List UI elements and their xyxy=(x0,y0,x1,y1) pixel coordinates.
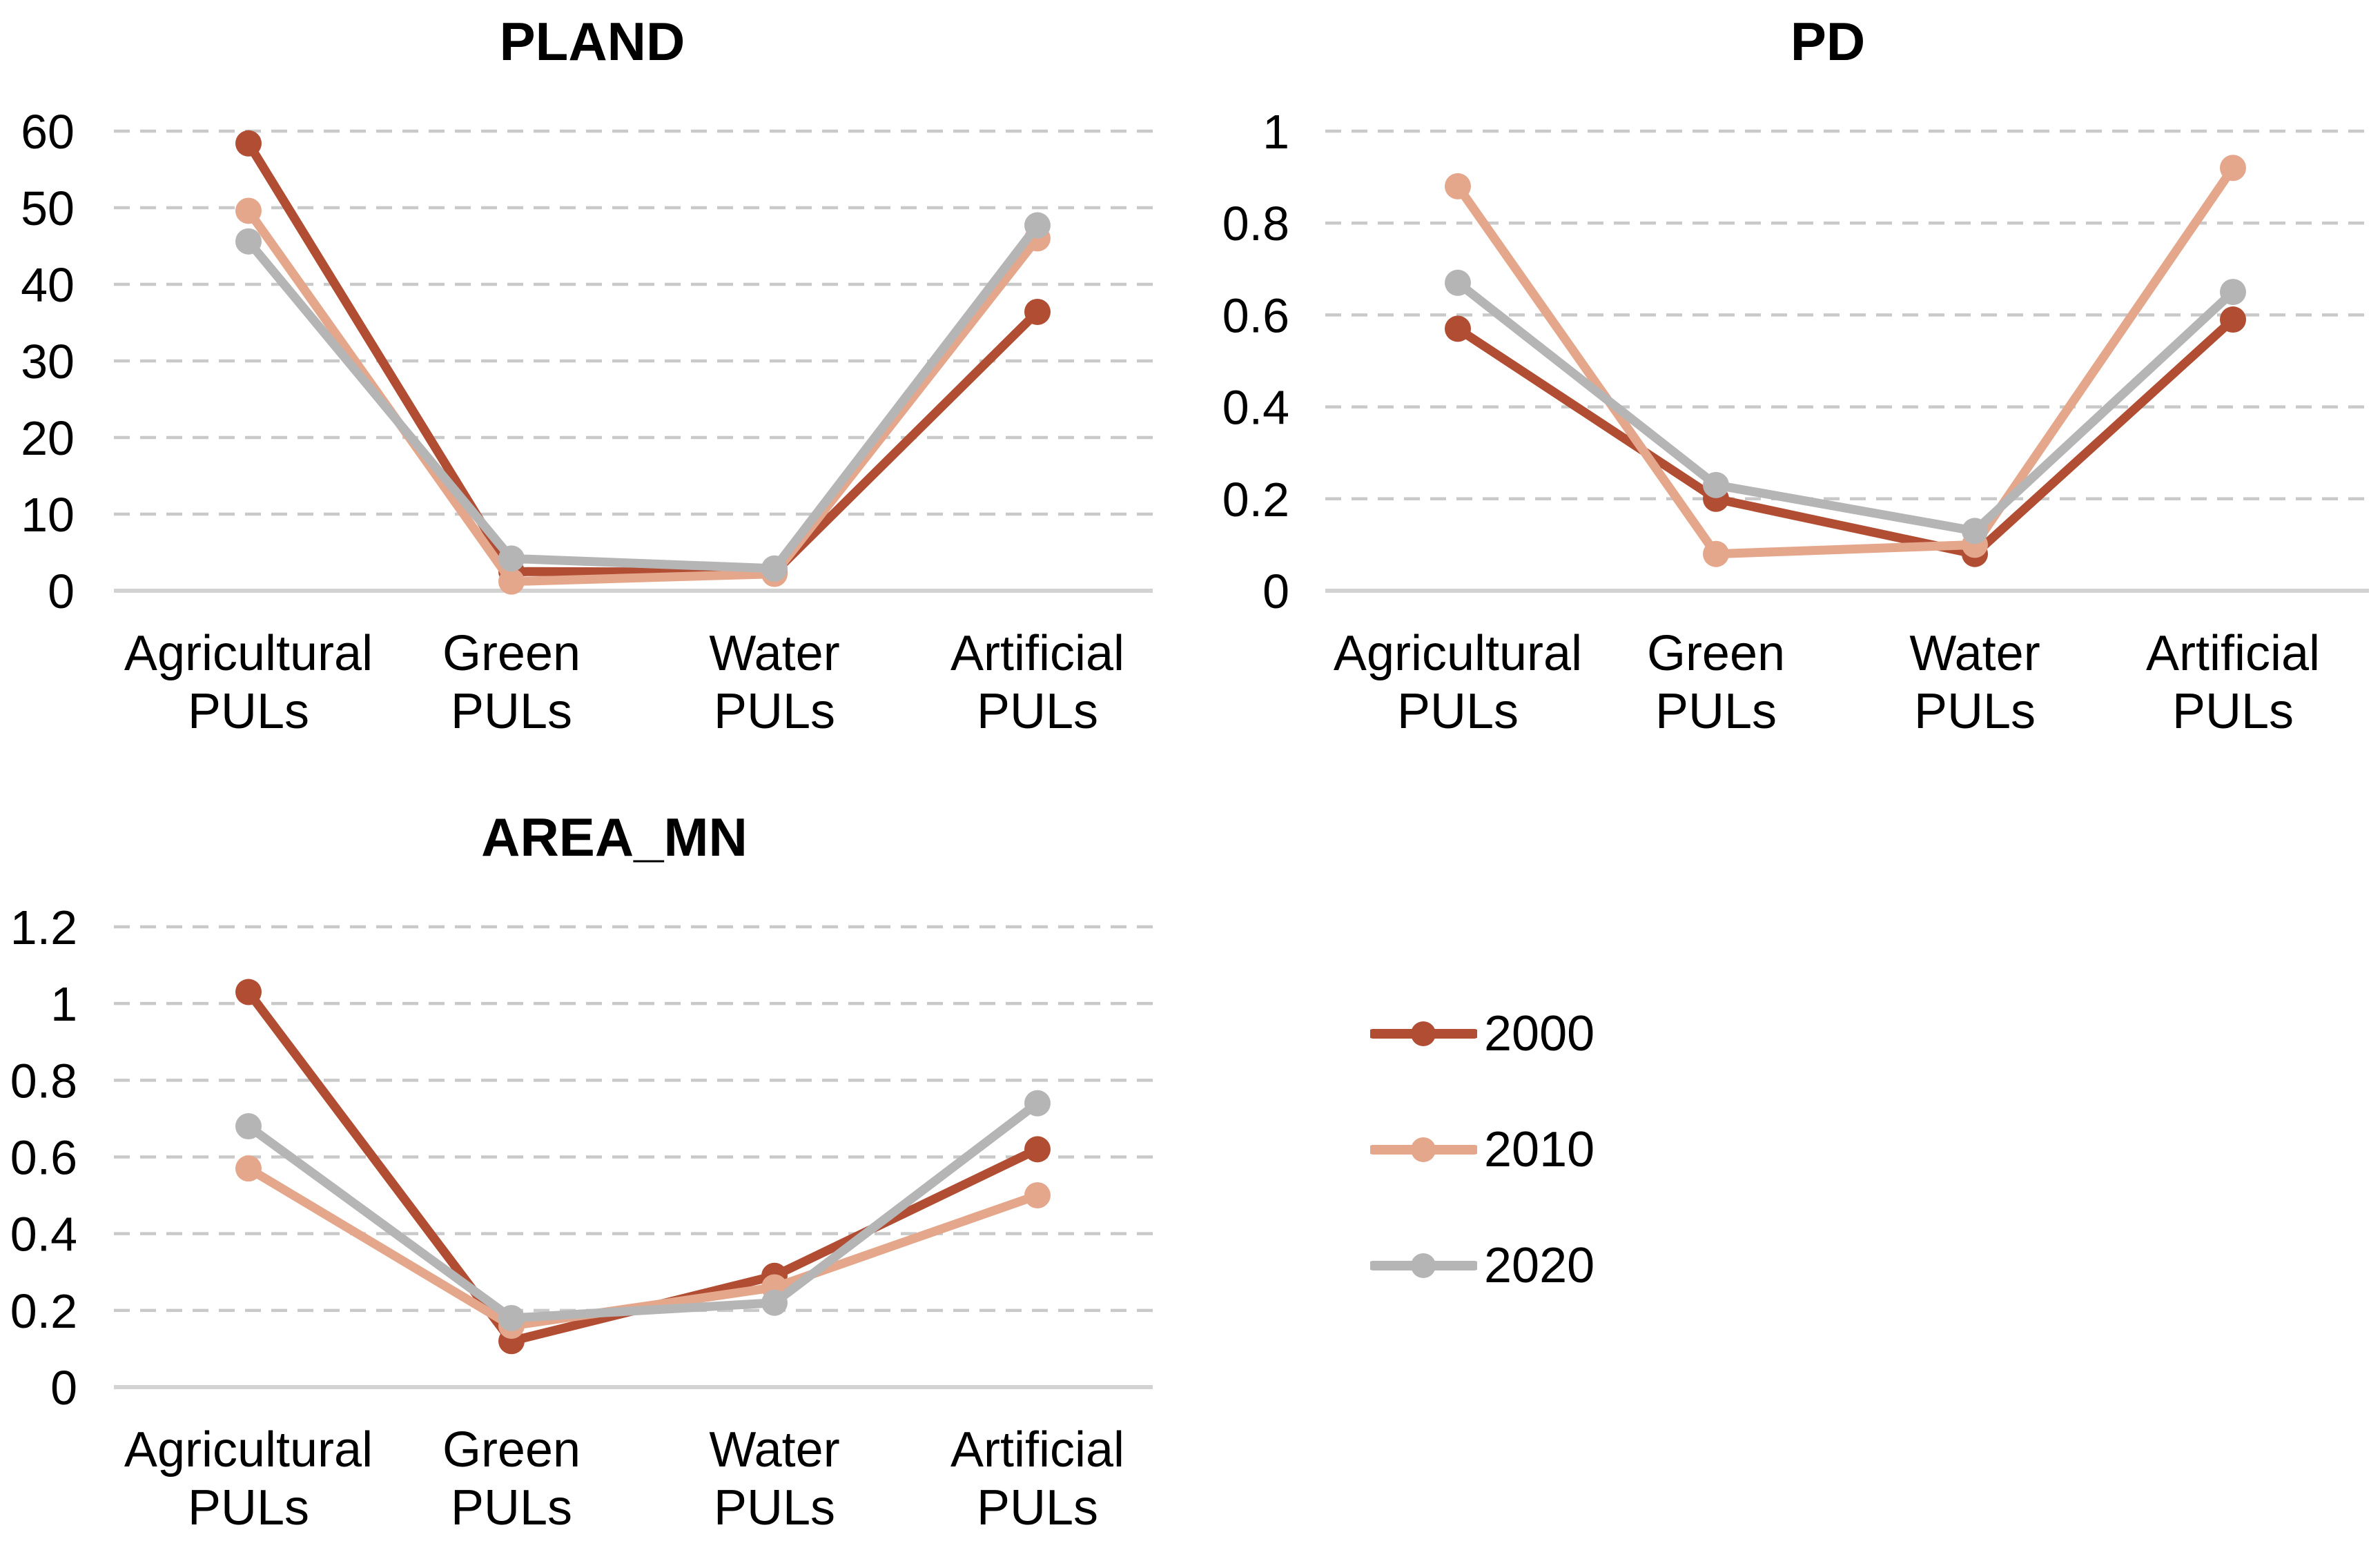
chart-pd: 00.20.40.60.81AgriculturalPULsGreenPULsW… xyxy=(1222,11,2369,739)
category-label-line2: PULs xyxy=(451,684,572,739)
y-tick-label: 40 xyxy=(21,258,75,312)
category-label-line1: Artificial xyxy=(950,1422,1124,1478)
data-point-2020 xyxy=(761,555,788,582)
y-tick-label: 1 xyxy=(1262,105,1289,159)
y-tick-label: 0 xyxy=(48,565,75,618)
legend: 2000 2010 2020 xyxy=(1370,1006,1594,1354)
chart-title: PD xyxy=(1791,11,1865,72)
y-tick-label: 1 xyxy=(50,977,77,1031)
y-tick-label: 0.2 xyxy=(1222,473,1289,527)
legend-marker-2000-icon xyxy=(1370,1021,1477,1046)
category-label-line2: PULs xyxy=(714,684,835,739)
category-label-line1: Agricultural xyxy=(124,1422,373,1478)
data-point-2020 xyxy=(1024,1090,1051,1117)
category-label-line2: PULs xyxy=(1914,684,2036,739)
y-tick-label: 0.2 xyxy=(10,1284,77,1338)
data-point-2020 xyxy=(1024,212,1051,239)
category-label-line2: PULs xyxy=(188,684,309,739)
legend-item-2000: 2000 xyxy=(1370,1006,1594,1061)
data-point-2000 xyxy=(1024,1136,1051,1163)
data-point-2000 xyxy=(235,979,262,1005)
data-point-2020 xyxy=(1445,269,1471,296)
y-tick-label: 0.8 xyxy=(1222,197,1289,251)
data-point-2020 xyxy=(498,1304,525,1331)
category-label-line1: Water xyxy=(1909,626,2040,681)
data-point-2000 xyxy=(2220,306,2246,333)
y-tick-label: 0.4 xyxy=(10,1208,77,1262)
legend-item-2020: 2020 xyxy=(1370,1238,1594,1293)
data-point-2000 xyxy=(1445,315,1471,342)
data-point-2020 xyxy=(235,1113,262,1140)
series-line-2020 xyxy=(1453,278,2238,536)
category-label-line1: Green xyxy=(442,1422,581,1478)
legend-label-2020: 2020 xyxy=(1484,1238,1595,1293)
legend-label-2010: 2010 xyxy=(1484,1122,1595,1177)
data-point-2020 xyxy=(1962,518,1988,544)
category-label-line2: PULs xyxy=(977,1480,1098,1535)
category-label-line1: Water xyxy=(709,1422,839,1478)
data-point-2020 xyxy=(2220,279,2246,306)
category-label-line1: Agricultural xyxy=(1334,626,1582,681)
data-point-2010 xyxy=(1445,173,1471,199)
chart-title: PLAND xyxy=(500,11,685,72)
y-tick-label: 30 xyxy=(21,335,75,389)
data-point-2010 xyxy=(2220,155,2246,181)
y-tick-label: 20 xyxy=(21,411,75,465)
series-line-2010 xyxy=(244,206,1042,587)
series-line-2000 xyxy=(1453,315,2238,559)
data-point-2010 xyxy=(235,1155,262,1182)
category-label-line1: Artificial xyxy=(2146,626,2320,681)
category-label-line2: PULs xyxy=(451,1480,572,1535)
data-point-2020 xyxy=(761,1289,788,1316)
category-label-line2: PULs xyxy=(2172,684,2294,739)
y-tick-label: 0.8 xyxy=(10,1054,77,1108)
category-label-line1: Green xyxy=(442,626,581,681)
data-point-2020 xyxy=(498,545,525,572)
data-point-2010 xyxy=(498,568,525,595)
legend-marker-2020-icon xyxy=(1370,1253,1477,1278)
category-label-line2: PULs xyxy=(977,684,1098,739)
data-point-2010 xyxy=(1703,540,1729,567)
y-tick-label: 10 xyxy=(21,488,75,542)
series-line-2000 xyxy=(244,139,1042,577)
series-line-2000 xyxy=(244,987,1042,1346)
category-label-line2: PULs xyxy=(188,1480,309,1535)
legend-item-2010: 2010 xyxy=(1370,1122,1594,1177)
category-label-line2: PULs xyxy=(1655,684,1777,739)
legend-label-2000: 2000 xyxy=(1484,1006,1595,1061)
y-tick-label: 0.6 xyxy=(1222,288,1289,342)
data-point-2000 xyxy=(235,130,262,157)
category-label-line1: Agricultural xyxy=(124,626,373,681)
series-line-2020 xyxy=(244,221,1042,573)
data-point-2020 xyxy=(1703,471,1729,498)
category-label-line2: PULs xyxy=(714,1480,835,1535)
series-line-2020 xyxy=(244,1099,1042,1323)
chart-title: AREA_MN xyxy=(481,807,748,867)
y-tick-label: 50 xyxy=(21,181,75,235)
y-tick-label: 1.2 xyxy=(10,901,77,954)
series-line-2010 xyxy=(1453,163,2238,559)
data-point-2010 xyxy=(1024,1182,1051,1209)
category-label-line2: PULs xyxy=(1397,684,1519,739)
data-point-2020 xyxy=(235,228,262,255)
category-label-line1: Water xyxy=(709,626,839,681)
y-tick-label: 60 xyxy=(21,105,75,159)
y-tick-label: 0 xyxy=(50,1361,77,1415)
data-point-2000 xyxy=(1024,298,1051,325)
category-label-line1: Artificial xyxy=(950,626,1124,681)
data-point-2010 xyxy=(235,197,262,224)
y-tick-label: 0.4 xyxy=(1222,381,1289,435)
y-tick-label: 0 xyxy=(1262,565,1289,618)
chart-pland: 0102030405060AgriculturalPULsGreenPULsWa… xyxy=(21,11,1153,739)
category-label-line1: Green xyxy=(1647,626,1785,681)
legend-marker-2010-icon xyxy=(1370,1137,1477,1162)
y-tick-label: 0.6 xyxy=(10,1131,77,1185)
chart-area-mn: 00.20.40.60.811.2AgriculturalPULsGreenPU… xyxy=(10,807,1153,1535)
